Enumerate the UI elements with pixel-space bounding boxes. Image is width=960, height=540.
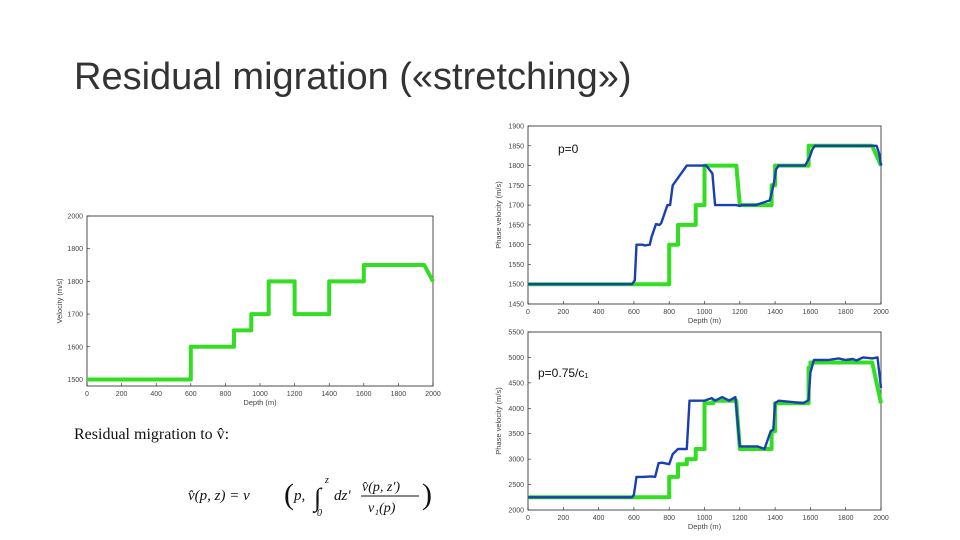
y-axis-label: Velocity (m/s) xyxy=(55,278,64,324)
y-tick-label: 1800 xyxy=(508,163,524,170)
y-tick-label: 1900 xyxy=(508,124,524,131)
y-tick-label: 1700 xyxy=(508,203,524,210)
y-tick-label: 3000 xyxy=(508,457,524,464)
y-tick-label: 1600 xyxy=(508,242,524,249)
x-axis-label: Depth (m) xyxy=(243,398,277,407)
y-tick-label: 4500 xyxy=(508,380,524,387)
series-line-0 xyxy=(528,143,883,287)
y-tick-label: 1500 xyxy=(508,282,524,289)
y-tick-label: 5000 xyxy=(508,355,524,362)
x-tick-label: 200 xyxy=(557,309,569,316)
x-tick-label: 600 xyxy=(628,309,640,316)
y-tick-label: 1450 xyxy=(508,302,524,309)
x-tick-label: 600 xyxy=(185,391,197,398)
x-tick-label: 1800 xyxy=(838,309,854,316)
formula-integral-upper: z xyxy=(324,475,329,486)
series-line-0 xyxy=(87,263,435,382)
series-line-1 xyxy=(528,356,883,499)
chart-annotation-p0: p=0 xyxy=(558,142,579,156)
x-tick-label: 200 xyxy=(557,515,569,522)
x-tick-label: 800 xyxy=(220,391,232,398)
x-tick-label: 1200 xyxy=(732,309,748,316)
x-tick-label: 1000 xyxy=(697,309,713,316)
x-tick-label: 600 xyxy=(628,515,640,522)
x-tick-label: 0 xyxy=(526,515,530,522)
chart-annotation-p075: p=0.75/c₁ xyxy=(538,366,589,380)
x-tick-label: 2000 xyxy=(873,515,889,522)
formula-denominator: v₁(p) xyxy=(368,501,396,516)
x-tick-label: 1400 xyxy=(321,391,337,398)
phase-velocity-chart-p075: 0 200 400 600 800 1000 1200 1400 1600 1800 2000 200… xyxy=(494,330,889,532)
x-tick-label: 0 xyxy=(85,391,89,398)
phase-velocity-chart-p0: 0 200 400 600 800 1000 1200 1400 1600 1800 2000 145… xyxy=(494,124,889,326)
x-tick-label: 1400 xyxy=(767,515,783,522)
x-tick-label: 800 xyxy=(663,515,675,522)
slide-title: Residual migration («stretching») xyxy=(74,56,632,98)
x-tick-label: 1600 xyxy=(803,515,819,522)
y-tick-label: 1650 xyxy=(508,222,524,229)
x-tick-label: 0 xyxy=(526,309,530,316)
x-tick-label: 400 xyxy=(593,309,605,316)
y-tick-label: 4000 xyxy=(508,406,524,413)
series-line-1 xyxy=(528,144,883,286)
svg-text:): ) xyxy=(422,478,432,511)
formula-lhs: v̂(p, z) = v xyxy=(188,488,250,504)
svg-text:∫: ∫ xyxy=(312,483,323,513)
formula-p-arg: p, xyxy=(293,488,305,504)
x-axis-label: Depth (m) xyxy=(688,522,722,531)
y-tick-label: 3500 xyxy=(508,431,524,438)
velocity-model-chart: 0 200 400 600 800 1000 1200 1400 1600 1800 2000 150… xyxy=(55,214,441,408)
y-tick-label: 2500 xyxy=(508,482,524,489)
y-tick-label: 2000 xyxy=(508,508,524,515)
y-tick-label: 5500 xyxy=(508,330,524,337)
y-tick-label: 1500 xyxy=(67,377,83,384)
x-tick-label: 1200 xyxy=(287,391,303,398)
x-tick-label: 200 xyxy=(116,391,128,398)
y-tick-label: 2000 xyxy=(67,214,83,221)
y-tick-label: 1850 xyxy=(508,143,524,150)
y-axis-label: Phase velocity (m/s) xyxy=(494,181,503,249)
x-tick-label: 1800 xyxy=(838,515,854,522)
y-tick-label: 1600 xyxy=(67,344,83,351)
x-tick-label: 1200 xyxy=(732,515,748,522)
x-tick-label: 2000 xyxy=(873,309,889,316)
residual-migration-formula: v̂(p, z) = v ( p, ∫ z 0 dz′ v̂(p, z′) v₁… xyxy=(188,475,432,519)
y-tick-label: 1750 xyxy=(508,183,524,190)
formula-caption: Residual migration to v̂: xyxy=(74,426,230,443)
x-tick-label: 400 xyxy=(593,515,605,522)
x-axis-label: Depth (m) xyxy=(688,316,722,325)
y-tick-label: 1800 xyxy=(67,279,83,286)
y-axis-label: Phase velocity (m/s) xyxy=(494,387,503,455)
x-tick-label: 1600 xyxy=(356,391,372,398)
plot-area xyxy=(86,215,434,387)
x-tick-label: 1600 xyxy=(803,309,819,316)
x-tick-label: 2000 xyxy=(425,391,441,398)
formula-numerator: v̂(p, z′) xyxy=(362,480,400,495)
formula-integral-lower: 0 xyxy=(317,508,322,519)
x-tick-label: 400 xyxy=(150,391,162,398)
x-tick-label: 800 xyxy=(663,309,675,316)
y-tick-label: 1700 xyxy=(67,312,83,319)
formula-differential: dz′ xyxy=(334,488,351,504)
x-tick-label: 1000 xyxy=(252,391,268,398)
plot-area xyxy=(527,125,882,305)
x-tick-label: 1400 xyxy=(767,309,783,316)
y-tick-label: 1800 xyxy=(67,246,83,253)
svg-text:(: ( xyxy=(284,478,294,511)
x-tick-label: 1000 xyxy=(697,515,713,522)
x-tick-label: 1800 xyxy=(391,391,407,398)
y-tick-label: 1550 xyxy=(508,262,524,269)
